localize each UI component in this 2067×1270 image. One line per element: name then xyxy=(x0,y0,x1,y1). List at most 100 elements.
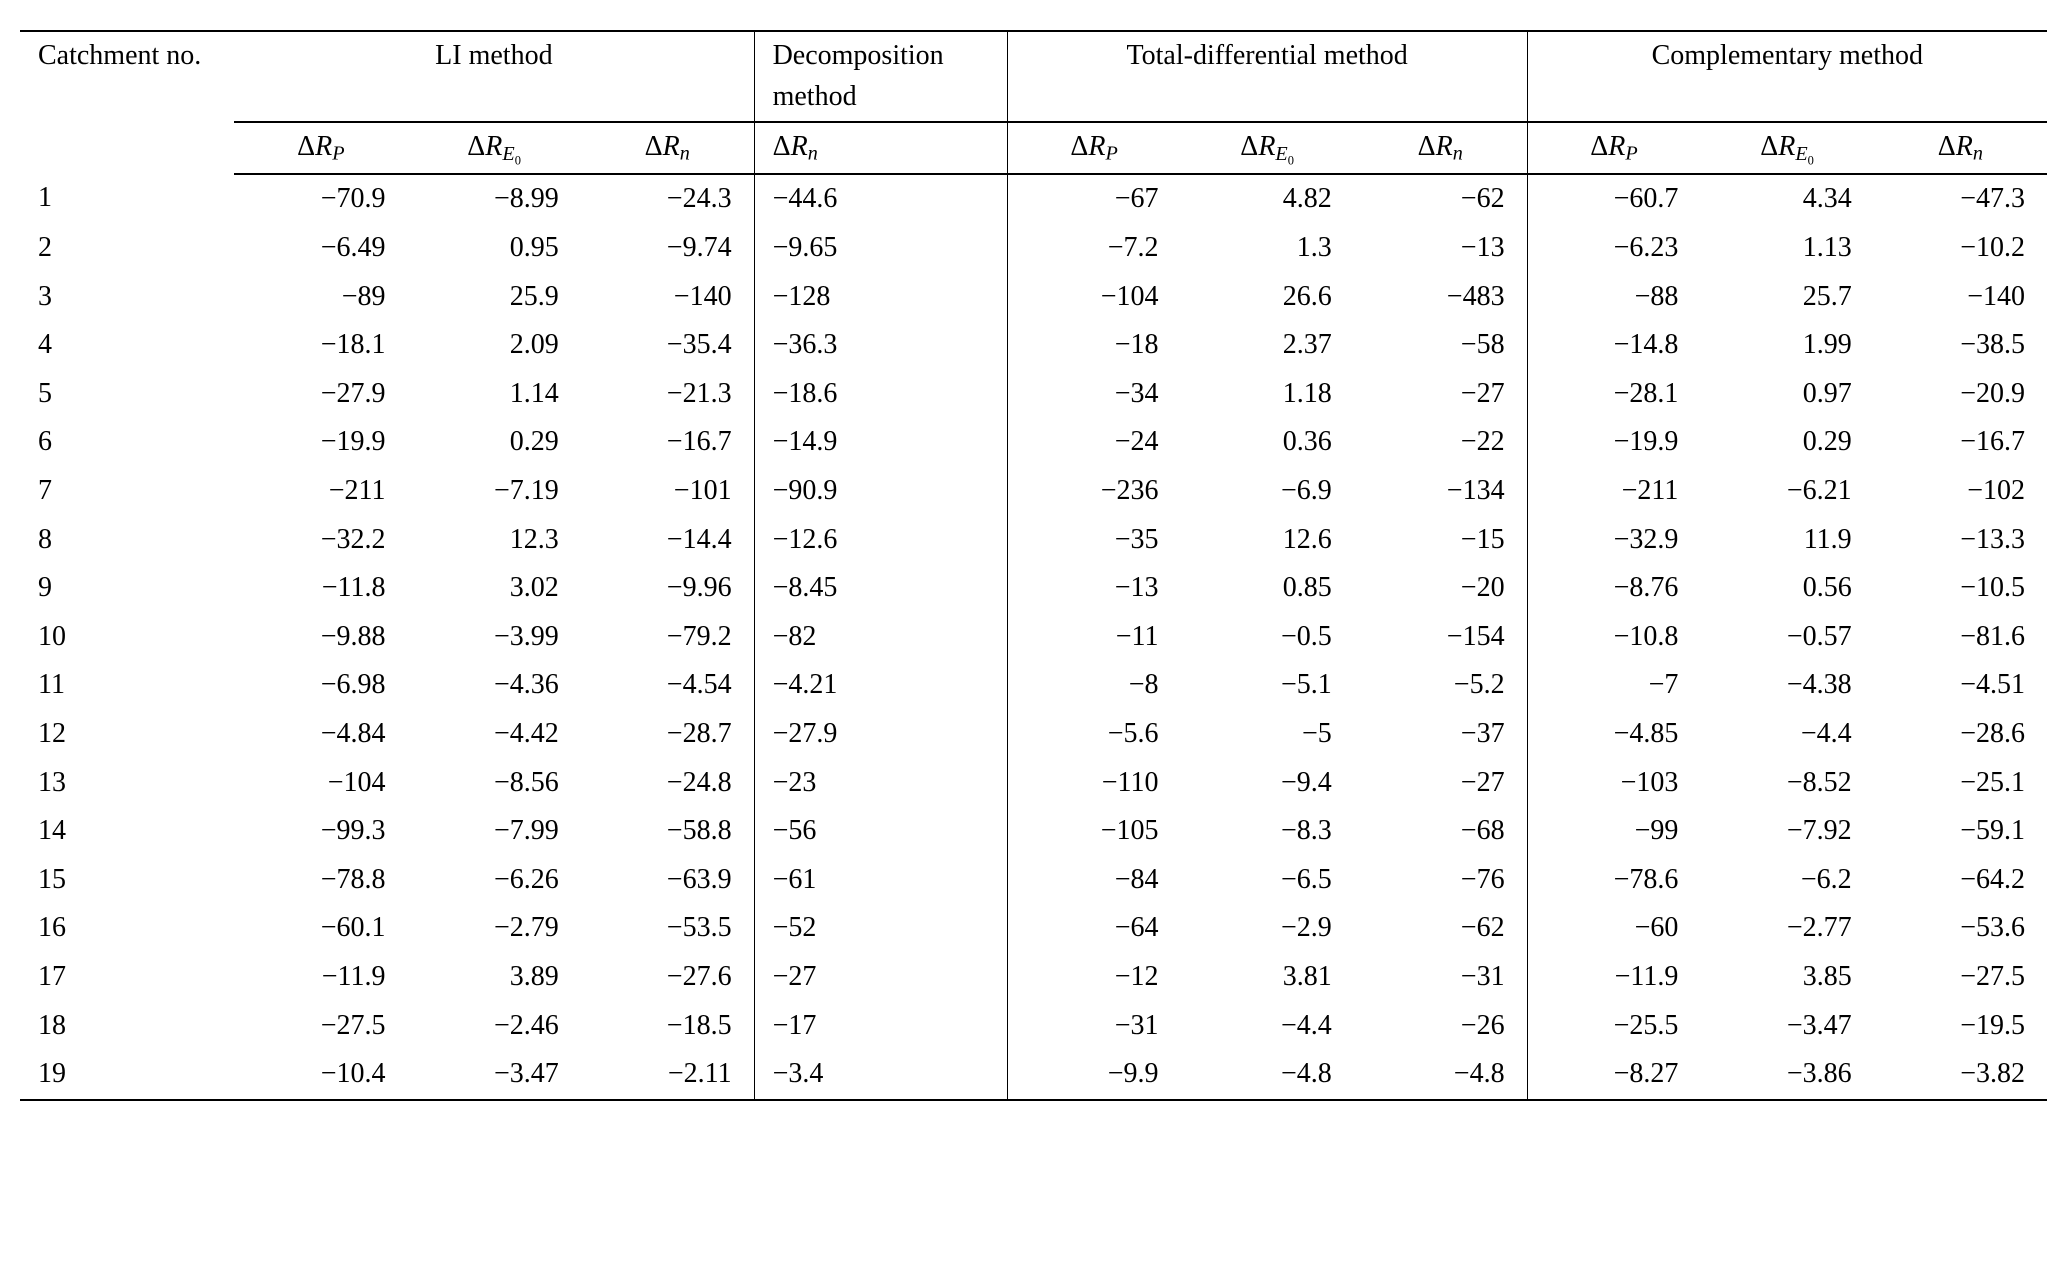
cell-cm-dRE0: 3.85 xyxy=(1700,953,1873,1002)
cell-li-dRP: −27.9 xyxy=(234,370,407,419)
cell-td-dRn: −22 xyxy=(1354,418,1527,467)
cell-td-dRP: −9.9 xyxy=(1007,1050,1180,1100)
cell-cm-dRn: −19.5 xyxy=(1874,1002,2047,1051)
cell-cm-dRP: −14.8 xyxy=(1527,321,1700,370)
cell-td-dRP: −84 xyxy=(1007,856,1180,905)
cell-catchment-no: 8 xyxy=(20,516,234,565)
cell-cm-dRE0: −4.4 xyxy=(1700,710,1873,759)
subhead-td-dRn: ΔRn xyxy=(1354,122,1527,174)
cell-td-dRP: −236 xyxy=(1007,467,1180,516)
cell-cm-dRn: −20.9 xyxy=(1874,370,2047,419)
subhead-li-dRP: ΔRP xyxy=(234,122,407,174)
cell-catchment-no: 13 xyxy=(20,759,234,808)
cell-cm-dRn: −81.6 xyxy=(1874,613,2047,662)
cell-li-dRn: −18.5 xyxy=(581,1002,754,1051)
cell-td-dRn: −62 xyxy=(1354,904,1527,953)
cell-td-dRP: −24 xyxy=(1007,418,1180,467)
cell-td-dRn: −483 xyxy=(1354,273,1527,322)
cell-decomp-dRn: −90.9 xyxy=(754,467,1007,516)
cell-catchment-no: 5 xyxy=(20,370,234,419)
table-row: 2−6.490.95−9.74−9.65−7.21.3−13−6.231.13−… xyxy=(20,224,2047,273)
cell-td-dRE0: 1.18 xyxy=(1181,370,1354,419)
cell-cm-dRE0: −6.2 xyxy=(1700,856,1873,905)
table-row: 11−6.98−4.36−4.54−4.21−8−5.1−5.2−7−4.38−… xyxy=(20,661,2047,710)
table-row: 3−8925.9−140−128−10426.6−483−8825.7−140 xyxy=(20,273,2047,322)
cell-li-dRP: −11.8 xyxy=(234,564,407,613)
cell-td-dRn: −15 xyxy=(1354,516,1527,565)
cell-li-dRn: −79.2 xyxy=(581,613,754,662)
cell-li-dRn: −9.74 xyxy=(581,224,754,273)
cell-cm-dRn: −38.5 xyxy=(1874,321,2047,370)
cell-td-dRE0: 3.81 xyxy=(1181,953,1354,1002)
cell-decomp-dRn: −4.21 xyxy=(754,661,1007,710)
cell-td-dRE0: −0.5 xyxy=(1181,613,1354,662)
cell-decomp-dRn: −61 xyxy=(754,856,1007,905)
cell-li-dRP: −70.9 xyxy=(234,174,407,224)
cell-catchment-no: 3 xyxy=(20,273,234,322)
cell-cm-dRP: −10.8 xyxy=(1527,613,1700,662)
cell-td-dRn: −58 xyxy=(1354,321,1527,370)
cell-cm-dRn: −64.2 xyxy=(1874,856,2047,905)
cell-cm-dRE0: 25.7 xyxy=(1700,273,1873,322)
cell-li-dRP: −60.1 xyxy=(234,904,407,953)
cell-catchment-no: 4 xyxy=(20,321,234,370)
cell-catchment-no: 17 xyxy=(20,953,234,1002)
table-row: 1−70.9−8.99−24.3−44.6−674.82−62−60.74.34… xyxy=(20,174,2047,224)
subhead-li-dRE0: ΔRE0 xyxy=(407,122,580,174)
cell-td-dRE0: −4.4 xyxy=(1181,1002,1354,1051)
table-row: 8−32.212.3−14.4−12.6−3512.6−15−32.911.9−… xyxy=(20,516,2047,565)
cell-cm-dRE0: −3.86 xyxy=(1700,1050,1873,1100)
cell-li-dRE0: −4.36 xyxy=(407,661,580,710)
cell-td-dRP: −105 xyxy=(1007,807,1180,856)
cell-td-dRE0: −6.5 xyxy=(1181,856,1354,905)
cell-catchment-no: 11 xyxy=(20,661,234,710)
cell-li-dRn: −9.96 xyxy=(581,564,754,613)
cell-td-dRE0: −6.9 xyxy=(1181,467,1354,516)
results-table: Catchment no. LI method Decomposition me… xyxy=(20,30,2047,1101)
cell-cm-dRP: −88 xyxy=(1527,273,1700,322)
cell-cm-dRn: −53.6 xyxy=(1874,904,2047,953)
table-body: 1−70.9−8.99−24.3−44.6−674.82−62−60.74.34… xyxy=(20,174,2047,1099)
table-row: 16−60.1−2.79−53.5−52−64−2.9−62−60−2.77−5… xyxy=(20,904,2047,953)
cell-li-dRP: −19.9 xyxy=(234,418,407,467)
cell-td-dRE0: −2.9 xyxy=(1181,904,1354,953)
cell-td-dRP: −13 xyxy=(1007,564,1180,613)
cell-td-dRE0: −8.3 xyxy=(1181,807,1354,856)
cell-cm-dRP: −19.9 xyxy=(1527,418,1700,467)
cell-cm-dRE0: −7.92 xyxy=(1700,807,1873,856)
cell-li-dRE0: −4.42 xyxy=(407,710,580,759)
cell-li-dRE0: −7.99 xyxy=(407,807,580,856)
table-row: 5−27.91.14−21.3−18.6−341.18−27−28.10.97−… xyxy=(20,370,2047,419)
cell-cm-dRP: −7 xyxy=(1527,661,1700,710)
cell-decomp-dRn: −44.6 xyxy=(754,174,1007,224)
cell-cm-dRE0: −2.77 xyxy=(1700,904,1873,953)
cell-li-dRn: −53.5 xyxy=(581,904,754,953)
cell-cm-dRP: −25.5 xyxy=(1527,1002,1700,1051)
cell-decomp-dRn: −52 xyxy=(754,904,1007,953)
cell-li-dRn: −16.7 xyxy=(581,418,754,467)
cell-li-dRn: −14.4 xyxy=(581,516,754,565)
cell-li-dRn: −4.54 xyxy=(581,661,754,710)
cell-cm-dRE0: −6.21 xyxy=(1700,467,1873,516)
cell-cm-dRP: −28.1 xyxy=(1527,370,1700,419)
subhead-decomp-dRn: ΔRn xyxy=(754,122,1007,174)
table-row: 10−9.88−3.99−79.2−82−11−0.5−154−10.8−0.5… xyxy=(20,613,2047,662)
cell-li-dRP: −99.3 xyxy=(234,807,407,856)
cell-cm-dRn: −47.3 xyxy=(1874,174,2047,224)
cell-li-dRn: −24.8 xyxy=(581,759,754,808)
cell-cm-dRn: −140 xyxy=(1874,273,2047,322)
cell-li-dRE0: 1.14 xyxy=(407,370,580,419)
cell-li-dRn: −35.4 xyxy=(581,321,754,370)
cell-td-dRE0: 0.36 xyxy=(1181,418,1354,467)
cell-td-dRE0: −4.8 xyxy=(1181,1050,1354,1100)
cell-cm-dRE0: 1.99 xyxy=(1700,321,1873,370)
cell-li-dRn: −2.11 xyxy=(581,1050,754,1100)
cell-catchment-no: 1 xyxy=(20,174,234,224)
cell-cm-dRE0: 0.56 xyxy=(1700,564,1873,613)
table-row: 4−18.12.09−35.4−36.3−182.37−58−14.81.99−… xyxy=(20,321,2047,370)
cell-cm-dRP: −60.7 xyxy=(1527,174,1700,224)
cell-li-dRE0: 3.89 xyxy=(407,953,580,1002)
cell-li-dRE0: 0.95 xyxy=(407,224,580,273)
table-row: 6−19.90.29−16.7−14.9−240.36−22−19.90.29−… xyxy=(20,418,2047,467)
table-row: 9−11.83.02−9.96−8.45−130.85−20−8.760.56−… xyxy=(20,564,2047,613)
